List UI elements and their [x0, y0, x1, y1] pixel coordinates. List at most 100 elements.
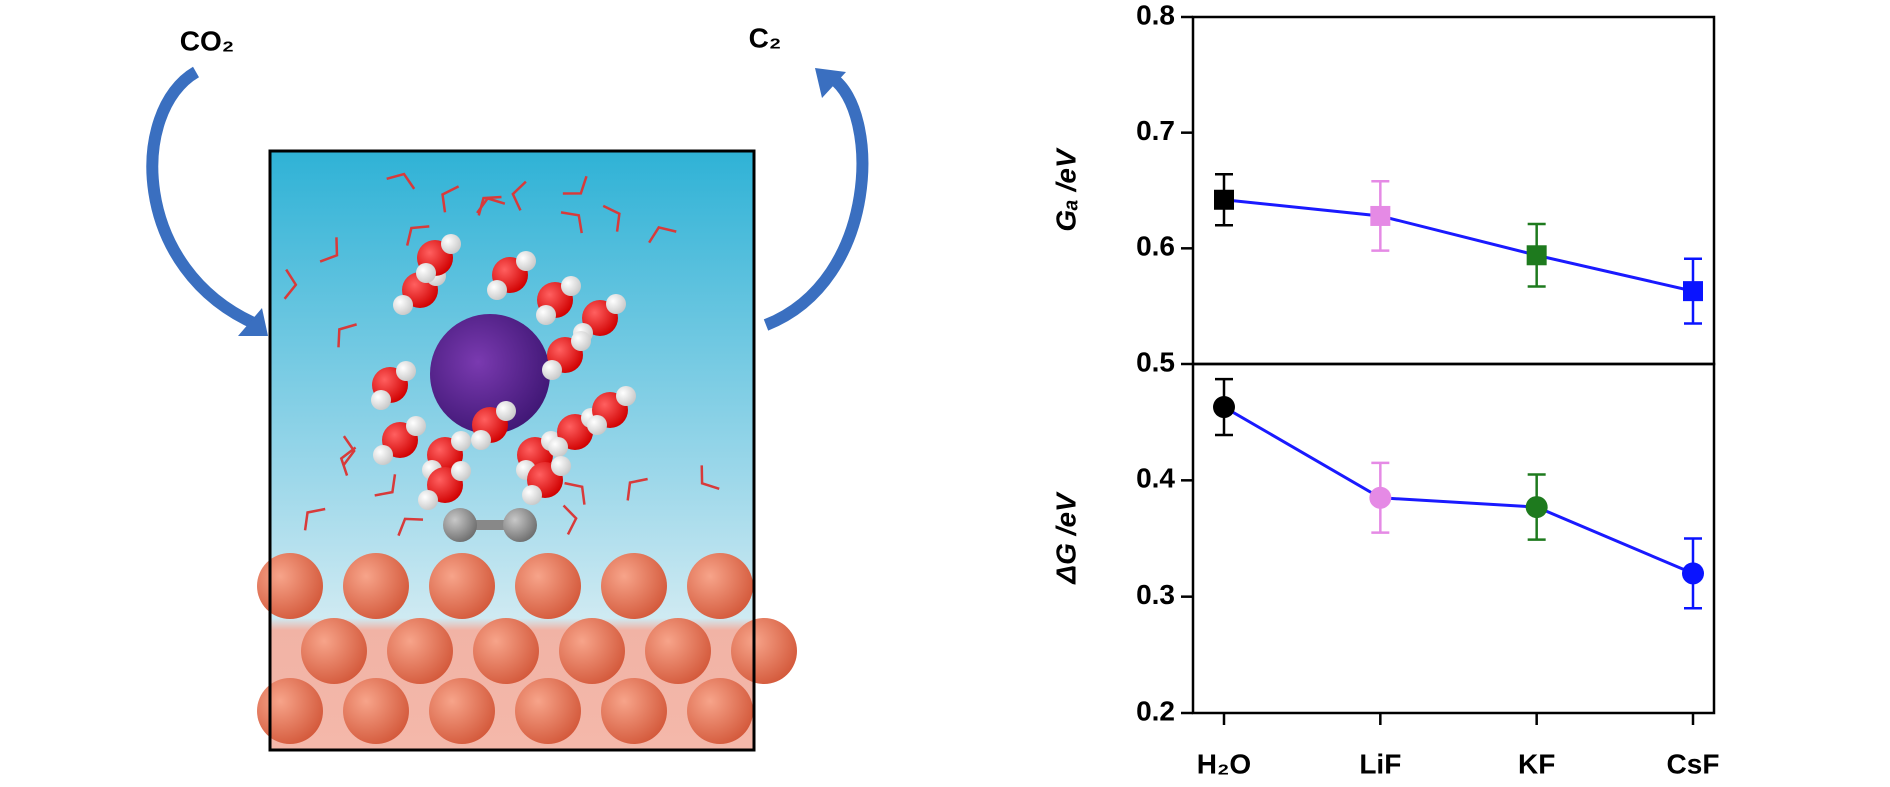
- water-stick: [405, 225, 430, 246]
- x-tick-label: CsF: [1667, 748, 1720, 779]
- copper-atom: [601, 553, 667, 619]
- hydrogen-atom: [416, 263, 436, 283]
- water-stick: [441, 185, 460, 213]
- x-tick-label: LiF: [1359, 748, 1401, 779]
- copper-atom: [601, 678, 667, 744]
- y-tick-label: 0.7: [1136, 115, 1175, 146]
- copper-atom: [257, 678, 323, 744]
- y-tick-label: 0.8: [1136, 0, 1175, 30]
- water-stick: [511, 180, 527, 211]
- hydrogen-atom: [451, 431, 471, 451]
- copper-atom: [515, 678, 581, 744]
- water-stick: [562, 175, 588, 195]
- hydrogen-atom: [487, 280, 507, 300]
- hydrogen-atom: [496, 401, 516, 421]
- water-stick: [626, 477, 648, 501]
- hydrogen-atom: [587, 415, 607, 435]
- hydrogen-atom: [542, 360, 562, 380]
- point: [1526, 245, 1547, 266]
- water-stick: [342, 435, 356, 467]
- copper-atom: [257, 553, 323, 619]
- hydrogen-atom: [396, 361, 416, 381]
- hydrogen-atom: [516, 251, 536, 271]
- carbon-atom: [443, 508, 477, 542]
- y-tick-label: 0.4: [1136, 463, 1175, 494]
- water-stick: [303, 507, 326, 531]
- copper-atom: [387, 618, 453, 684]
- hydrogen-atom: [536, 305, 556, 325]
- hydrogen-atom: [471, 430, 491, 450]
- copper-atom: [687, 678, 753, 744]
- copper-atom: [559, 618, 625, 684]
- point: [1525, 496, 1548, 519]
- copper-atom: [429, 678, 495, 744]
- water-stick: [339, 446, 357, 476]
- water-stick: [337, 323, 357, 348]
- point: [1683, 281, 1703, 302]
- hydrogen-atom: [522, 485, 542, 505]
- point: [1682, 562, 1704, 585]
- hydrogen-atom: [393, 295, 413, 315]
- hydrogen-atom: [451, 461, 471, 481]
- x-tick-label: KF: [1518, 748, 1555, 779]
- panel-frame: [1191, 362, 1716, 715]
- water-stick: [648, 225, 677, 244]
- hydrogen-atom: [371, 390, 391, 410]
- series-line: [1223, 198, 1694, 293]
- copper-atom: [731, 618, 797, 684]
- series-line: [1223, 405, 1694, 575]
- copper-atom: [687, 553, 753, 619]
- water-stick: [386, 172, 416, 190]
- copper-atom: [429, 553, 495, 619]
- hydrogen-atom: [548, 437, 568, 457]
- water-stick: [562, 504, 578, 536]
- hydrogen-atom: [561, 276, 581, 296]
- point: [1369, 486, 1392, 509]
- y-axis-label: Gₐ /eV: [1050, 147, 1081, 232]
- arrow-out: [763, 73, 869, 331]
- hydrogen-atom: [418, 490, 438, 510]
- hydrogen-atom: [571, 331, 591, 351]
- copper-atom: [301, 618, 367, 684]
- copper-atom: [645, 618, 711, 684]
- hydrogen-atom: [441, 234, 461, 254]
- water-stick: [560, 211, 583, 234]
- point: [1214, 189, 1234, 210]
- water-stick: [700, 465, 720, 491]
- hydrogen-atom: [406, 416, 426, 436]
- water-stick: [397, 517, 424, 537]
- arrowhead-out: [815, 68, 846, 98]
- water-stick: [602, 204, 621, 232]
- x-tick-label: H₂O: [1197, 748, 1251, 779]
- illustration: [257, 149, 797, 752]
- copper-atom: [343, 678, 409, 744]
- y-tick-label: 0.6: [1136, 231, 1175, 262]
- water-stick: [283, 268, 298, 300]
- water-stick: [319, 237, 339, 263]
- y-tick-label: 0.2: [1136, 695, 1175, 726]
- hydrogen-atom: [551, 456, 571, 476]
- arrow-in: [146, 66, 261, 331]
- reactant-label: CO₂: [180, 25, 234, 56]
- box-frame: [268, 149, 756, 752]
- y-tick-label: 0.5: [1136, 346, 1175, 377]
- copper-atom: [515, 553, 581, 619]
- panel-frame: [1191, 15, 1716, 366]
- copper-atom: [473, 618, 539, 684]
- y-axis-label: ΔG /eV: [1050, 491, 1081, 585]
- y-tick-label: 0.3: [1136, 579, 1175, 610]
- arrowhead-in: [238, 308, 268, 336]
- point: [1370, 205, 1391, 226]
- hydrogen-atom: [606, 294, 626, 314]
- hydrogen-atom: [373, 445, 393, 465]
- water-stick: [564, 481, 586, 505]
- water-stick: [374, 474, 397, 497]
- carbon-atom: [503, 508, 537, 542]
- point: [1213, 396, 1235, 419]
- product-label: C₂: [749, 22, 782, 53]
- copper-atom: [343, 553, 409, 619]
- cation: [430, 314, 550, 434]
- hydrogen-atom: [616, 386, 636, 406]
